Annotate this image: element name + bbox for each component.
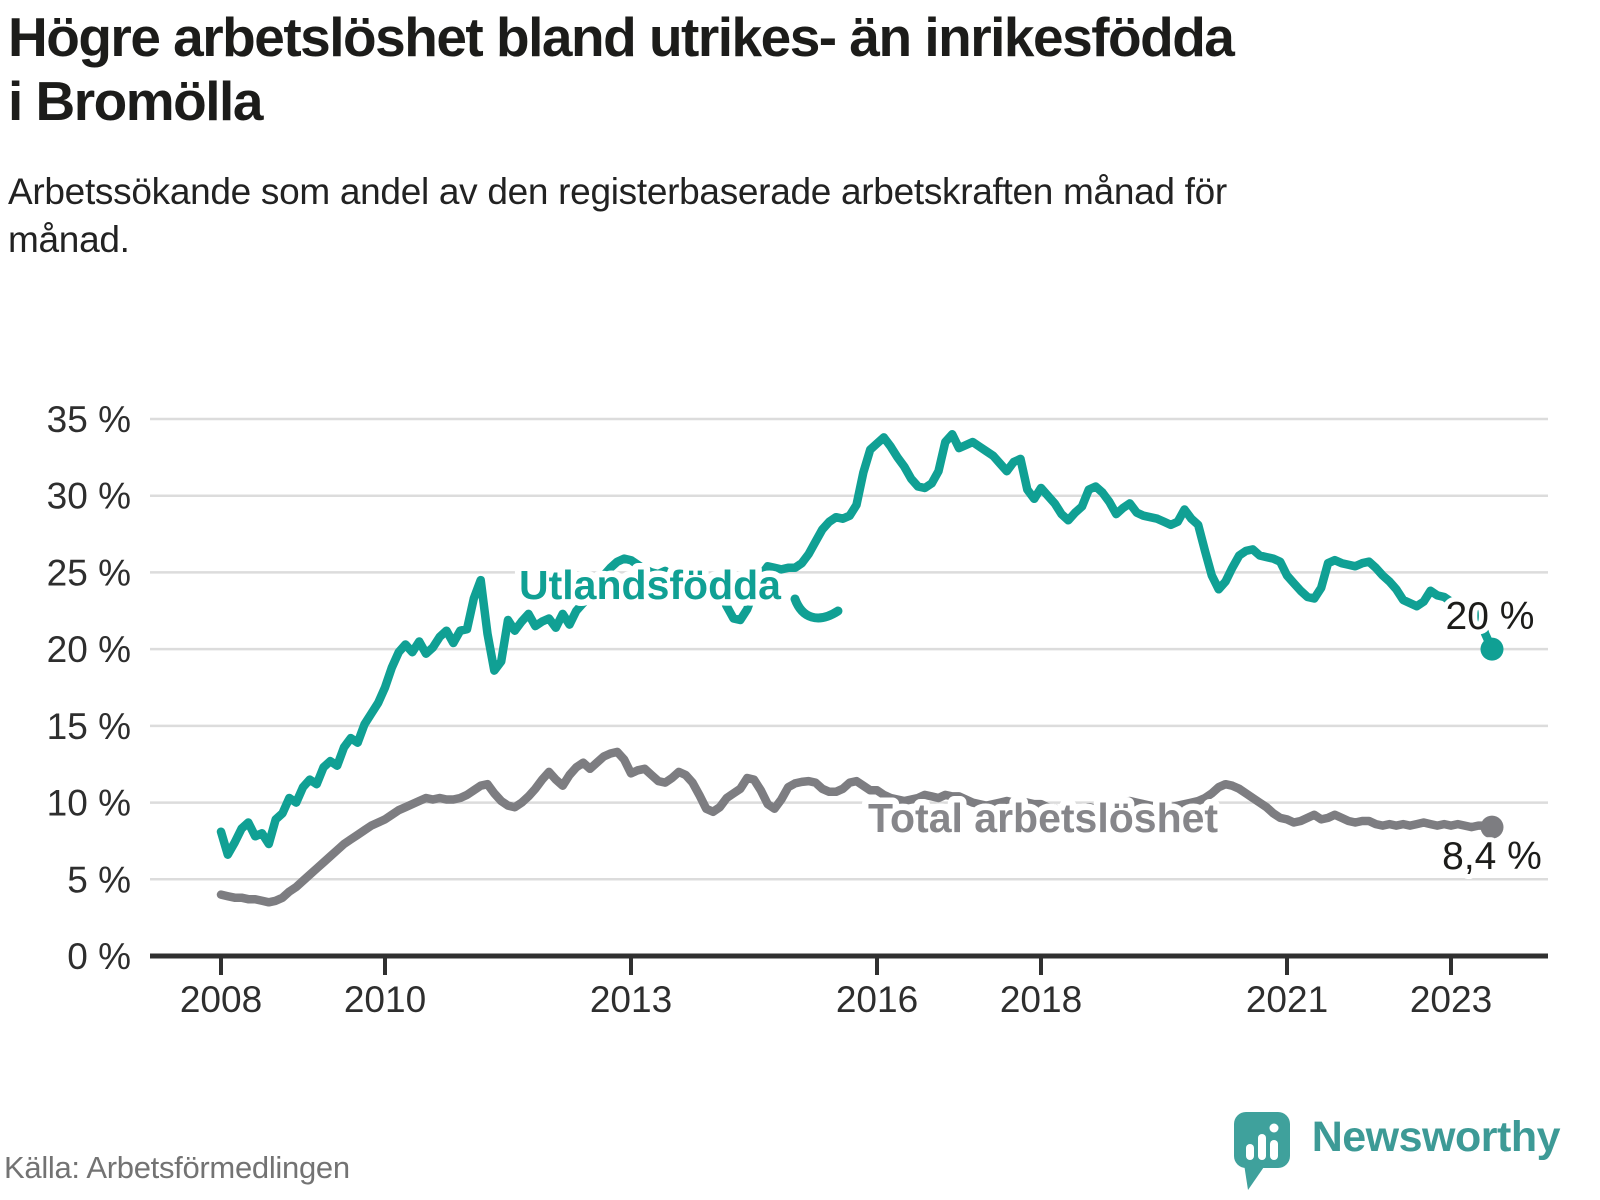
y-tick-label: 35 % bbox=[47, 399, 131, 440]
series-labels: Utlandsfödda Total arbetslöshet bbox=[513, 556, 1225, 848]
chart-header: Högre arbetslöshet bland utrikes- än inr… bbox=[8, 6, 1338, 265]
gridlines bbox=[150, 417, 1548, 881]
series-lines bbox=[216, 430, 1497, 907]
y-tick-label: 30 % bbox=[47, 476, 131, 517]
x-tick-label: 2008 bbox=[180, 979, 262, 1020]
series-end-dot bbox=[1480, 637, 1504, 661]
series-label-total: Total arbetslöshet bbox=[868, 795, 1218, 841]
chart-title: Högre arbetslöshet bland utrikes- än inr… bbox=[8, 6, 1235, 132]
x-tick-label: 2021 bbox=[1246, 979, 1328, 1020]
x-tick-label: 2010 bbox=[344, 979, 426, 1020]
chart-subtitle: Arbetssökande som andel av den registerb… bbox=[8, 170, 1227, 261]
y-axis-labels: 0 % 5 % 10 % 15 % 20 % 25 % 30 % 35 % bbox=[47, 399, 131, 977]
end-label-utlandsfodda: 20 % bbox=[1446, 595, 1535, 638]
y-tick-label: 20 % bbox=[47, 629, 131, 670]
y-tick-label: 5 % bbox=[67, 859, 131, 900]
end-label-total: 8,4 % bbox=[1442, 835, 1542, 878]
series-line bbox=[216, 430, 1497, 859]
series-end-dots bbox=[1480, 637, 1504, 839]
y-tick-label: 0 % bbox=[67, 936, 131, 977]
end-value-labels: 20 % 8,4 % bbox=[1437, 590, 1547, 883]
y-tick-label: 10 % bbox=[47, 783, 131, 824]
series-line bbox=[216, 747, 1497, 907]
x-axis: 2008 2010 2013 2016 2018 2021 2023 bbox=[150, 953, 1548, 1020]
x-tick-label: 2013 bbox=[590, 979, 672, 1020]
series-end-dot bbox=[1480, 815, 1504, 839]
y-tick-label: 25 % bbox=[47, 552, 131, 593]
series-label-utlandsfodda: Utlandsfödda bbox=[519, 562, 782, 608]
y-tick-label: 15 % bbox=[47, 706, 131, 747]
x-tick-label: 2018 bbox=[1000, 979, 1082, 1020]
x-tick-label: 2023 bbox=[1410, 979, 1492, 1020]
x-tick-label: 2016 bbox=[836, 979, 918, 1020]
label-flourish bbox=[790, 594, 843, 623]
